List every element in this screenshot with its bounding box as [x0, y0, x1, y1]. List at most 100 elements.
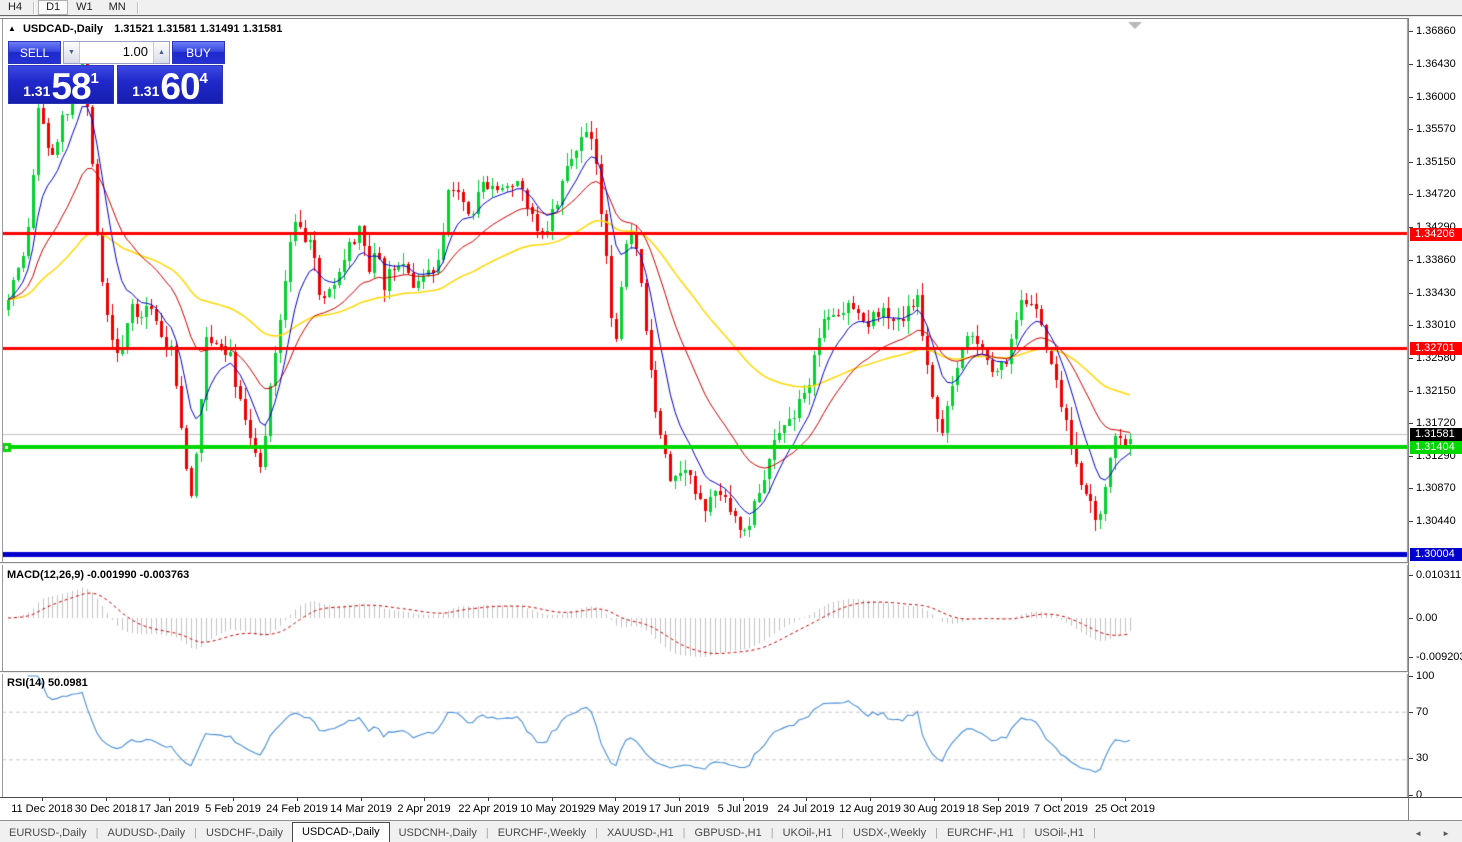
timeframe-button-w1[interactable]: W1: [76, 1, 93, 13]
date-tick-label: 12 Aug 2019: [839, 803, 901, 815]
one-click-trading-panel: SELL ▼ 1.00 ▲ BUY 1.31 58 1 1.31 60 4: [8, 41, 225, 107]
level-price-label: 1.34206: [1410, 228, 1462, 241]
date-tick-label: 24 Feb 2019: [266, 803, 328, 815]
date-tick-label: 30 Dec 2018: [74, 803, 138, 815]
rsi-indicator-canvas[interactable]: [2, 674, 1408, 797]
rsi-panel-splitter[interactable]: [0, 671, 1462, 674]
tab-scroll-right-icon[interactable]: ►: [1442, 829, 1450, 838]
date-tick-mark: [42, 798, 43, 801]
tab-usoil-h1[interactable]: USOil-,H1: [1034, 827, 1084, 839]
level-price-label: 1.31404: [1410, 441, 1462, 454]
chart-title: ▲ USDCAD-,Daily 1.31521 1.31581 1.31491 …: [8, 23, 282, 35]
date-tick-label: 17 Jan 2019: [138, 803, 200, 815]
price-tick-mark: [1409, 227, 1413, 228]
macd-label: MACD(12,26,9) -0.001990 -0.003763: [7, 569, 190, 581]
price-tick-mark: [1409, 521, 1413, 522]
volume-input[interactable]: 1.00: [122, 44, 148, 59]
tab-ukoil-h1[interactable]: UKOil-,H1: [782, 827, 833, 839]
tab-usdchf-daily[interactable]: USDCHF-,Daily: [205, 827, 283, 839]
tab-eurchf-h1[interactable]: EURCHF-,H1: [946, 827, 1014, 839]
timeframe-button-mn[interactable]: MN: [108, 1, 126, 13]
tab-audusd-daily[interactable]: AUDUSD-,Daily: [107, 827, 186, 839]
price-tick-label: 1.33860: [1416, 254, 1456, 266]
volume-increase-button[interactable]: ▲: [153, 42, 169, 63]
date-tick-label: 7 Oct 2019: [1034, 803, 1088, 815]
price-tick-label: 1.32580: [1416, 352, 1456, 364]
date-tick-mark: [615, 798, 616, 801]
tab-separator: |: [595, 827, 598, 839]
timeframe-button-d1[interactable]: D1: [38, 0, 69, 15]
buy-price-prefix: 1.31: [132, 83, 160, 99]
tab-eurchf-weekly[interactable]: EURCHF-,Weekly: [497, 827, 587, 839]
rsi-scale-label: 30: [1416, 752, 1429, 764]
tab-scroll-left-icon[interactable]: ◄: [1414, 829, 1423, 838]
symbol-period-label: USDCAD-,Daily: [22, 23, 104, 35]
date-tick-mark: [743, 798, 744, 801]
buy-button[interactable]: BUY: [172, 41, 225, 64]
tab-usdcad-daily[interactable]: USDCAD-,Daily: [291, 822, 390, 842]
tab-separator: |: [841, 827, 844, 839]
rsi-scale-label: 70: [1416, 706, 1429, 718]
price-tick-mark: [1409, 31, 1413, 32]
macd-panel-splitter[interactable]: [0, 562, 1462, 565]
date-tick-label: 2 Apr 2019: [397, 803, 451, 815]
tab-separator: |: [194, 827, 197, 839]
price-tick-mark: [1409, 162, 1413, 163]
tab-usdcnh-daily[interactable]: USDCNH-,Daily: [398, 827, 477, 839]
sell-quote-button[interactable]: 1.31 58 1: [8, 65, 114, 107]
price-tick-mark: [1409, 64, 1413, 65]
timeframe-button-h4[interactable]: H4: [8, 1, 23, 13]
macd-indicator-canvas[interactable]: [2, 565, 1408, 671]
buy-quote-button[interactable]: 1.31 60 4: [117, 65, 223, 105]
date-tick-mark: [297, 798, 298, 801]
price-tick-mark: [1409, 358, 1413, 359]
current-price-label: 1.31581: [1410, 428, 1462, 441]
tab-usdx-weekly[interactable]: USDX-,Weekly: [852, 827, 927, 839]
date-tick-label: 5 Jul 2019: [717, 803, 769, 815]
date-tick-mark: [424, 798, 425, 801]
rsi-scale-label: 0: [1416, 789, 1423, 801]
price-tick-label: 1.33430: [1416, 287, 1456, 299]
axis-corner: [1408, 797, 1462, 820]
date-tick-label: 29 May 2019: [583, 803, 647, 815]
price-tick-label: 1.32150: [1416, 385, 1456, 397]
price-chart-canvas[interactable]: [2, 18, 1408, 562]
price-tick-mark: [1409, 260, 1413, 261]
date-tick-mark: [552, 798, 553, 801]
price-tick-label: 1.36430: [1416, 58, 1456, 70]
tab-gbpusd-h1[interactable]: GBPUSD-,H1: [694, 827, 762, 839]
sell-price-big: 58: [51, 66, 91, 107]
price-tick-label: 1.34720: [1416, 188, 1456, 200]
price-axis[interactable]: 1.36860 1.36430 1.36000 1.35570 1.35150 1.347…: [1408, 18, 1462, 801]
price-tick-label: 1.33010: [1416, 319, 1456, 331]
macd-tick-mark: [1409, 657, 1413, 658]
date-tick-label: 22 Apr 2019: [458, 803, 518, 815]
tab-eurusd-daily[interactable]: EURUSD-,Daily: [9, 827, 87, 839]
rsi-tick-mark: [1409, 758, 1413, 759]
date-tick-label: 18 Sep 2019: [966, 803, 1030, 815]
sell-price-prefix: 1.31: [23, 83, 51, 99]
collapse-panel-icon[interactable]: ▲: [8, 24, 16, 33]
price-tick-mark: [1409, 456, 1413, 457]
tab-xauusd-h1[interactable]: XAUUSD-,H1: [606, 827, 674, 839]
price-tick-label: 1.36000: [1416, 91, 1456, 103]
window-splitter[interactable]: [0, 15, 1462, 18]
sell-button[interactable]: SELL: [8, 41, 61, 64]
date-tick-label: 30 Aug 2019: [903, 803, 965, 815]
sell-price-pip: 1: [90, 70, 99, 87]
price-tick-label: 1.30870: [1416, 482, 1456, 494]
date-tick-label: 14 Mar 2019: [330, 803, 392, 815]
tab-separator: |: [770, 827, 774, 839]
date-tick-mark: [361, 798, 362, 801]
price-tick-mark: [1409, 325, 1413, 326]
volume-decrease-button[interactable]: ▼: [64, 42, 80, 63]
date-tick-label: 5 Feb 2019: [205, 803, 261, 815]
toolbar-separator: [136, 1, 139, 14]
price-tick-label: 1.31720: [1416, 417, 1456, 429]
tab-separator: |: [1092, 827, 1096, 839]
rsi-scale-label: 100: [1416, 670, 1435, 682]
date-axis[interactable]: 11 Dec 2018 30 Dec 2018 17 Jan 2019 5 Feb 2…: [0, 797, 1408, 820]
macd-scale-label: 0.00: [1416, 612, 1438, 624]
rsi-label: RSI(14) 50.0981: [7, 677, 88, 689]
